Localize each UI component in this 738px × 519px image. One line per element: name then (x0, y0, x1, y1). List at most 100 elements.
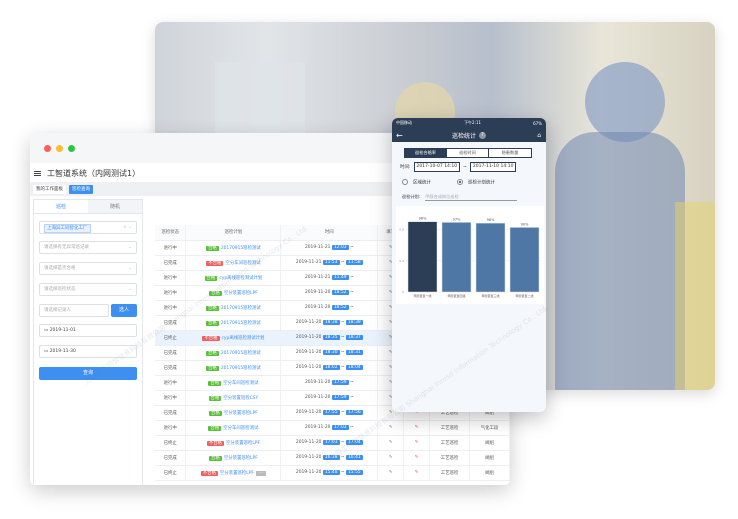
data-label: 97% (453, 217, 461, 221)
date: 2019-11-20 (295, 335, 322, 340)
time-cell: 2019-11-20 17:03 ~ 17:04 (280, 435, 379, 451)
edit-icon[interactable]: ✎ (388, 290, 393, 295)
end-time: 18:31 (346, 350, 363, 355)
edit-icon[interactable]: ✎ (388, 470, 393, 475)
plan-link[interactable]: cyp离线巡检测试计划 (219, 275, 263, 281)
plan-link[interactable]: 空分装置巡检LPF (226, 440, 260, 446)
result-badge: 合格 (206, 350, 219, 356)
plan-link[interactable]: 20170915巡检测试 (220, 320, 261, 326)
minimize-button[interactable] (56, 145, 63, 152)
bar (407, 221, 438, 293)
edit-icon[interactable]: ✎ (414, 455, 419, 460)
radio-icon (402, 179, 408, 185)
table-row[interactable]: 进行中 合格 空分车间巡检测试 2019-11-20 17:03 ~ ✎ ✎ 工艺… (155, 420, 510, 436)
table-row[interactable]: 已终止 不合格 空分装置巡检LPF 2019-11-20 17:03 ~ 17:0… (155, 435, 510, 451)
tab-inspection[interactable]: 巡检 (34, 200, 88, 213)
qualified-select[interactable]: 请选择是否合格 ⌄ (39, 262, 137, 275)
plan-link[interactable]: 空分装置巡检LPF (219, 470, 254, 476)
time-cell: 2019-11-20 18:02 ~ 18:04 (280, 360, 379, 376)
status-select[interactable]: 请选择巡检状态 ⌄ (39, 283, 137, 296)
maximize-button[interactable] (68, 145, 75, 152)
segment-pass-rate[interactable]: 巡检合格率 (405, 149, 447, 157)
action-cell: ✎ (403, 450, 431, 466)
start-time: 15:48 (322, 470, 340, 475)
edit-icon[interactable]: ✎ (414, 440, 419, 445)
menu-icon[interactable] (34, 170, 41, 176)
action-cell: ✎ (403, 420, 431, 436)
select-person-button[interactable]: 选人 (111, 304, 137, 317)
plan-link[interactable]: 20170915巡检测试 (220, 365, 261, 371)
plan-link[interactable]: 空分车间巡检测试 (225, 260, 261, 266)
edit-icon[interactable]: ✎ (388, 275, 393, 280)
end-time: 18:04 (346, 365, 363, 370)
home-icon[interactable]: ⌂ (537, 131, 541, 139)
edit-icon[interactable]: ✎ (388, 455, 393, 460)
result-badge: 合格 (208, 380, 222, 386)
edit-icon[interactable]: ✎ (414, 470, 419, 475)
recorder-input[interactable]: 请选择记录人 (39, 304, 109, 317)
close-button[interactable] (44, 145, 51, 152)
plan-link[interactable]: 空分装置巡检CSY (223, 395, 259, 401)
plan-link[interactable]: cyp离线巡检测试计划 (221, 335, 265, 341)
tab-random[interactable]: 随机 (88, 200, 142, 213)
plan-link[interactable]: 空分装置巡检LPF (223, 410, 258, 416)
start-date-input[interactable]: ▭ 2019-11-01 (39, 324, 137, 337)
plan-link[interactable]: 空分车间巡检测试 (223, 380, 259, 386)
edit-icon[interactable]: ✎ (388, 365, 393, 370)
screen-title: 巡检统计 (451, 132, 476, 140)
result-badge: 合格 (208, 395, 222, 401)
table-row[interactable]: 已终止 不合格 空分装置巡检LPF ··· 2019-11-20 15:48 ~ 1… (155, 465, 510, 481)
plan-link[interactable]: 空分车间巡检测试 (223, 425, 259, 431)
start-time-input[interactable]: 2017-10-07 14:10 (413, 162, 461, 172)
edit-icon[interactable]: ✎ (388, 440, 393, 445)
edit-icon[interactable]: ✎ (388, 395, 393, 400)
mobile-screen: 中国移动 下午2:11 67% ← 巡检统计 ? ⌂ 巡检合格率 巡检时间 隐患… (392, 118, 546, 412)
edit-icon[interactable]: ✎ (388, 320, 393, 325)
edit-icon[interactable]: ✎ (388, 245, 393, 250)
edit-icon[interactable]: ✎ (388, 260, 393, 265)
date: 2019-11-20 (304, 395, 331, 400)
edit-icon[interactable]: ✎ (388, 425, 393, 430)
plan-input[interactable]: 甲醇合成岗位巡检 (425, 194, 518, 201)
extra-badge: ··· (255, 470, 267, 476)
plan-link[interactable]: 空分装置巡检LPF (223, 290, 258, 296)
segment-time[interactable]: 巡检时间 (447, 149, 489, 157)
edit-icon[interactable]: ✎ (388, 335, 393, 340)
plan-link[interactable]: 20170915巡检测试 (220, 305, 261, 311)
edit-icon[interactable]: ✎ (388, 305, 393, 310)
radio-plan[interactable]: 巡检计划统计 (457, 179, 495, 186)
date: 2019-11-20 (295, 365, 322, 370)
x-tick-label: 甲醇装置二线 (515, 293, 533, 298)
plan-cell: 合格 20170915巡检测试 (185, 315, 282, 331)
segment-hazards[interactable]: 隐患数量 (489, 149, 531, 157)
end-date-input[interactable]: ▭ 2019-11-30 (39, 345, 137, 358)
tab-inspection-query[interactable]: 巡检查询 (69, 184, 93, 194)
edit-icon[interactable]: ✎ (388, 410, 393, 415)
query-button[interactable]: 查询 (39, 367, 137, 380)
tab-dashboard[interactable]: 我的工作面板 (33, 184, 66, 194)
edit-icon[interactable]: ✎ (388, 350, 393, 355)
area-cell: 气化工段 (469, 420, 510, 436)
nav-bar: ← 巡检统计 ? ⌂ (392, 128, 546, 142)
start-time: 18:02 (322, 365, 340, 370)
result-badge: 不合格 (202, 335, 220, 341)
factory-select[interactable]: 上海异工同智化工厂 × ⌄ (39, 221, 137, 234)
table-row[interactable]: 已完成 合格 空分装置巡检LPF 2019-11-20 16:38 ~ 16:41… (155, 450, 510, 466)
edit-icon[interactable]: ✎ (388, 380, 393, 385)
bar (441, 222, 472, 293)
radio-area[interactable]: 区域统计 (402, 179, 431, 186)
abnormal-select[interactable]: 请选择有无异常巡记录 ⌄ (39, 241, 137, 254)
start-time: 12:03 (331, 245, 349, 250)
time-cell: 2019-11-20 17:03 ~ (280, 420, 379, 436)
result-badge: 合格 (206, 320, 219, 326)
plan-link[interactable]: 20170915巡检测试 (220, 245, 261, 251)
back-arrow-icon[interactable]: ← (396, 130, 403, 140)
start-time: 11:53 (322, 260, 340, 265)
plan-cell: 合格 20170915巡检测试 (185, 360, 282, 376)
edit-icon[interactable]: ✎ (414, 425, 419, 430)
plan-link[interactable]: 空分装置巡检LPF (223, 455, 258, 461)
plan-link[interactable]: 20170915巡检测试 (220, 350, 261, 356)
end-time-input[interactable]: 2017-11-10 14:10 (469, 162, 517, 172)
edit-icon[interactable]: ✎ (414, 410, 419, 415)
help-icon[interactable]: ? (479, 131, 486, 139)
